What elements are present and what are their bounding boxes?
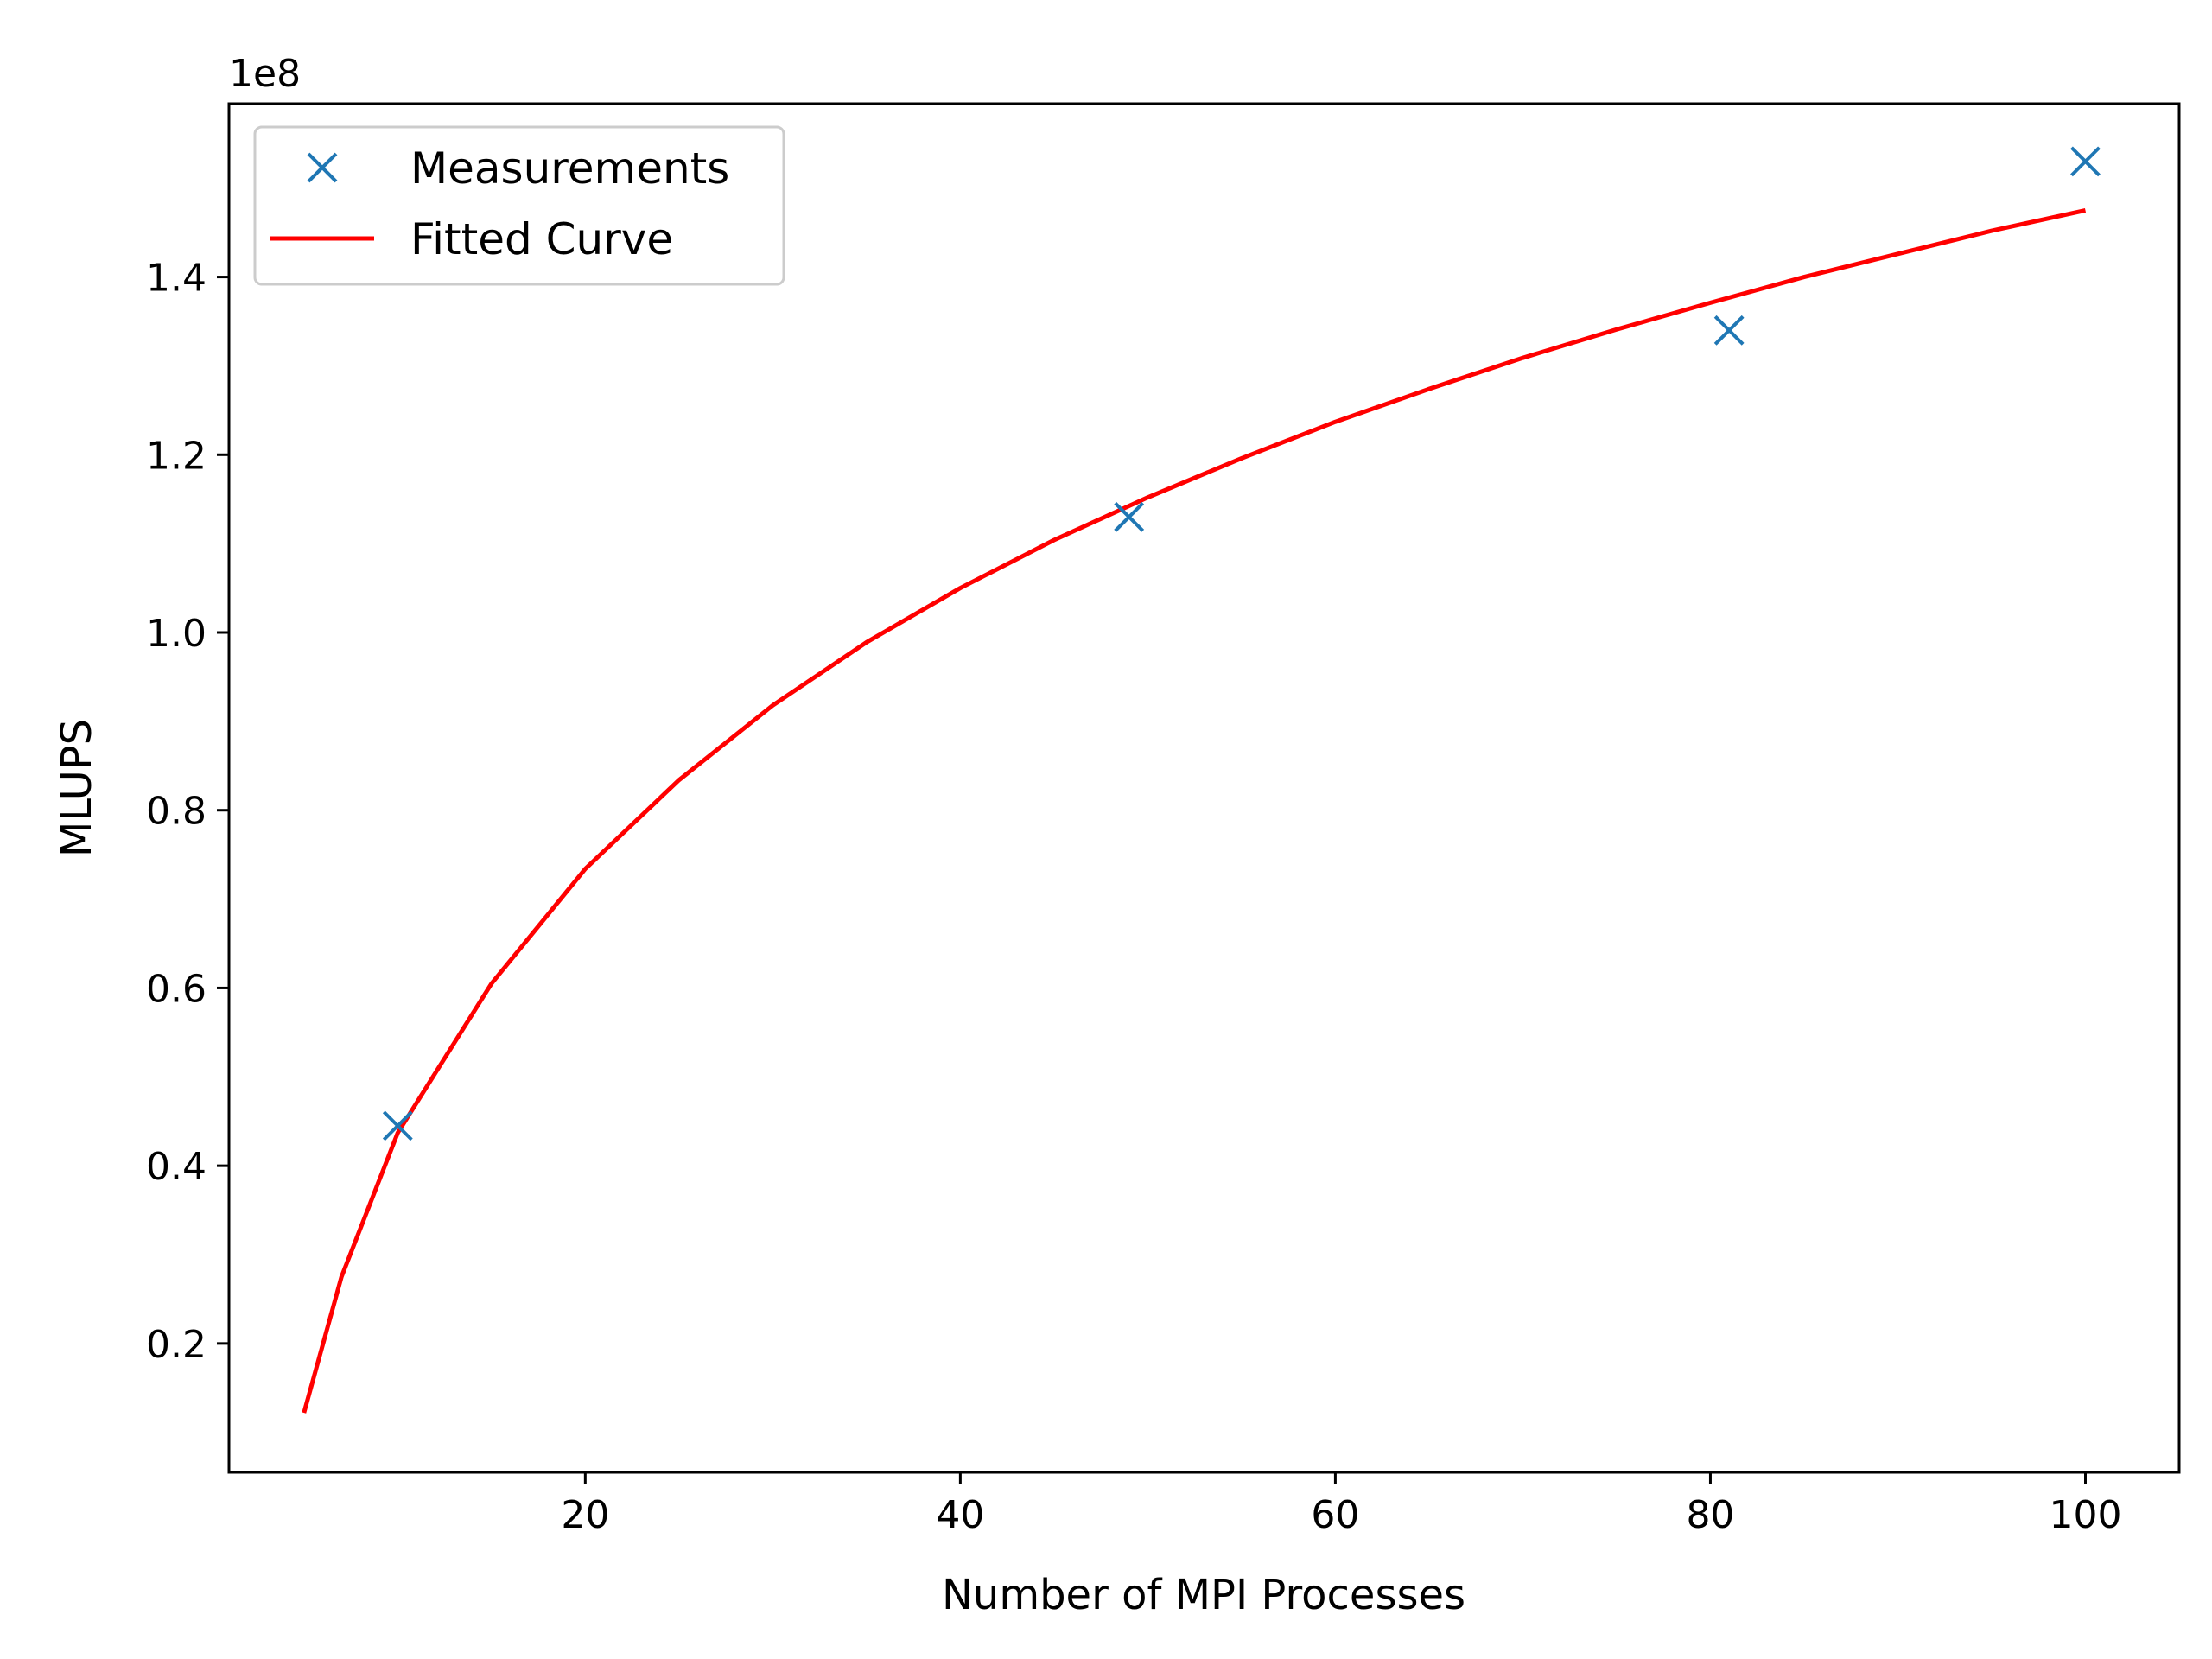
legend-measurements-marker [307, 152, 338, 183]
plot-frame [227, 102, 2181, 1474]
plot-area [229, 104, 2179, 1472]
measurement-point [382, 1110, 413, 1141]
y-tick-label: 1.2 [146, 434, 207, 478]
x-axis-ticks: 20 40 60 80 100 [561, 1472, 2121, 1537]
legend-measurements-label: Measurements [410, 143, 729, 194]
series-layer [302, 146, 2101, 1414]
legend-frame [253, 125, 785, 286]
x-tick-label: 100 [2049, 1493, 2121, 1537]
measurement-point [1713, 315, 1745, 346]
measurement-point [2070, 146, 2101, 177]
legend-x-marker [307, 152, 338, 183]
y-offset-label: 1e8 [229, 52, 301, 96]
y-tick-label: 1.4 [146, 257, 207, 301]
legend-fitted-curve-label: Fitted Curve [410, 214, 673, 264]
measurement-point [1114, 501, 1145, 532]
y-tick-label: 0.2 [146, 1323, 207, 1367]
x-tick-label: 60 [1311, 1493, 1359, 1537]
y-axis-label: MLUPS [53, 719, 101, 857]
fitted-curve-line [302, 207, 2087, 1414]
x-tick-label: 80 [1686, 1493, 1734, 1537]
x-tick-label: 20 [561, 1493, 609, 1537]
y-axis-ticks: 0.2 0.4 0.6 0.8 1.0 1.2 1.4 [146, 257, 229, 1367]
y-tick-label: 1.0 [146, 612, 207, 656]
x-axis-label: Number of MPI Processes [942, 1571, 1465, 1619]
y-tick-label: 0.6 [146, 967, 207, 1011]
y-tick-label: 0.4 [146, 1145, 207, 1189]
legend: Measurements Fitted Curve [253, 125, 785, 286]
x-tick-label: 40 [936, 1493, 984, 1537]
y-tick-label: 0.8 [146, 790, 207, 834]
